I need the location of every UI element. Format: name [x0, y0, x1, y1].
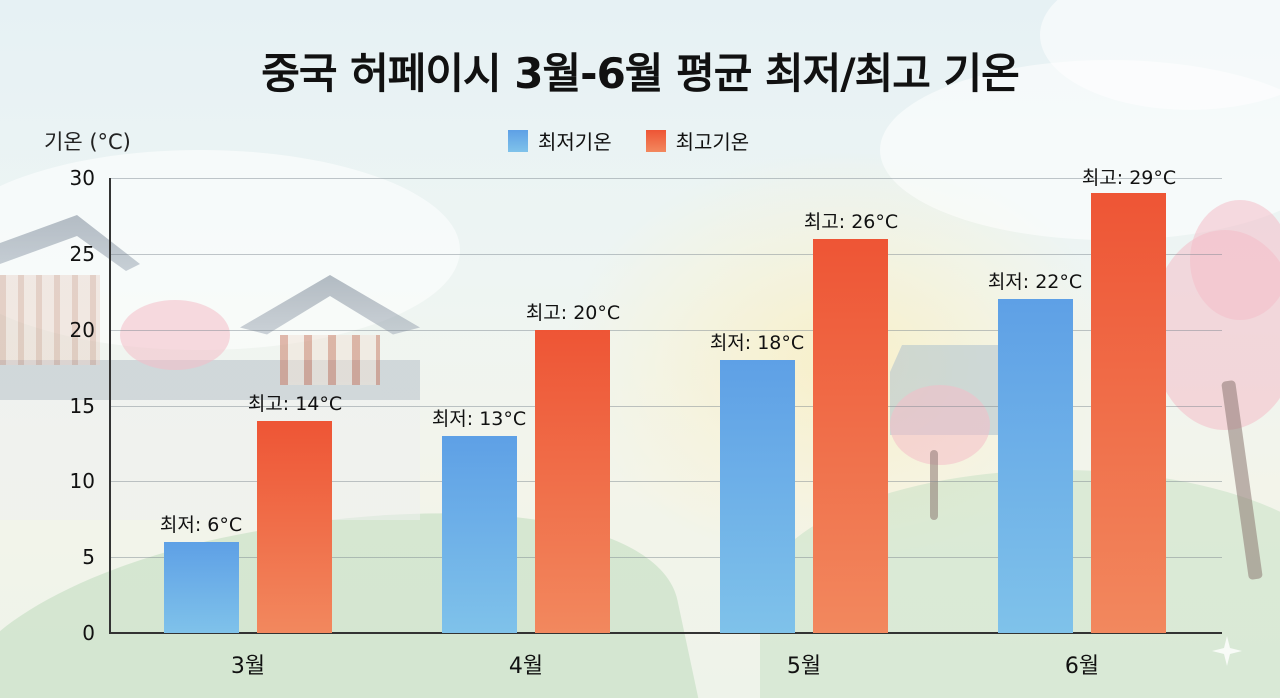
tree-trunk [1221, 379, 1263, 581]
y-tick: 30 [69, 166, 95, 190]
y-tick: 10 [69, 469, 95, 493]
bar-high-mar [257, 421, 332, 633]
y-tick: 5 [82, 545, 95, 569]
grid-line [109, 330, 1222, 331]
legend-label-high: 최고기온 [675, 130, 750, 154]
y-tick: 0 [82, 621, 95, 645]
grid-line [109, 254, 1222, 255]
bar-label-low-jun: 최저: 22°C [987, 271, 1083, 293]
legend-swatch-low [508, 129, 528, 152]
bar-label-high-may: 최고: 26°C [803, 211, 899, 233]
plot-area [109, 178, 1222, 634]
bar-label-low-may: 최저: 18°C [709, 332, 805, 354]
bar-label-low-apr: 최저: 13°C [431, 408, 527, 430]
legend-item-low: 최저기온 [508, 126, 612, 155]
y-tick: 15 [69, 394, 95, 418]
legend-item-high: 최고기온 [645, 126, 750, 155]
bar-high-apr [535, 330, 610, 633]
x-axis-line [109, 632, 1222, 634]
grid-line [109, 557, 1222, 558]
bar-label-high-jun: 최고: 29°C [1081, 167, 1177, 189]
bar-label-high-apr: 최고: 20°C [525, 302, 621, 324]
bar-high-jun [1091, 193, 1166, 633]
bar-label-high-mar: 최고: 14°C [247, 393, 343, 415]
y-tick: 20 [69, 318, 95, 342]
legend-swatch-high [645, 129, 666, 152]
sparkle-icon [1212, 636, 1242, 666]
x-tick-may: 5월 [786, 654, 822, 679]
bar-low-apr [442, 436, 517, 633]
grid-line [109, 178, 1222, 179]
y-axis-line [109, 178, 111, 633]
grid-line [109, 481, 1222, 482]
x-tick-mar: 3월 [230, 654, 266, 679]
bar-high-may [813, 239, 888, 633]
legend: 최저기온 최고기온 [508, 126, 749, 155]
bar-low-mar [164, 542, 239, 633]
legend-label-low: 최저기온 [538, 130, 612, 154]
bar-low-jun [998, 299, 1073, 633]
y-axis-title: 기온 (°C) [44, 130, 131, 154]
grid-line [109, 406, 1222, 407]
x-tick-apr: 4월 [508, 654, 544, 679]
x-tick-jun: 6월 [1064, 654, 1100, 679]
bar-low-may [720, 360, 795, 633]
bar-label-low-mar: 최저: 6°C [159, 514, 243, 536]
y-tick: 25 [69, 242, 95, 266]
chart-title: 중국 허페이시 3월-6월 평균 최저/최고 기온 [261, 49, 1020, 98]
